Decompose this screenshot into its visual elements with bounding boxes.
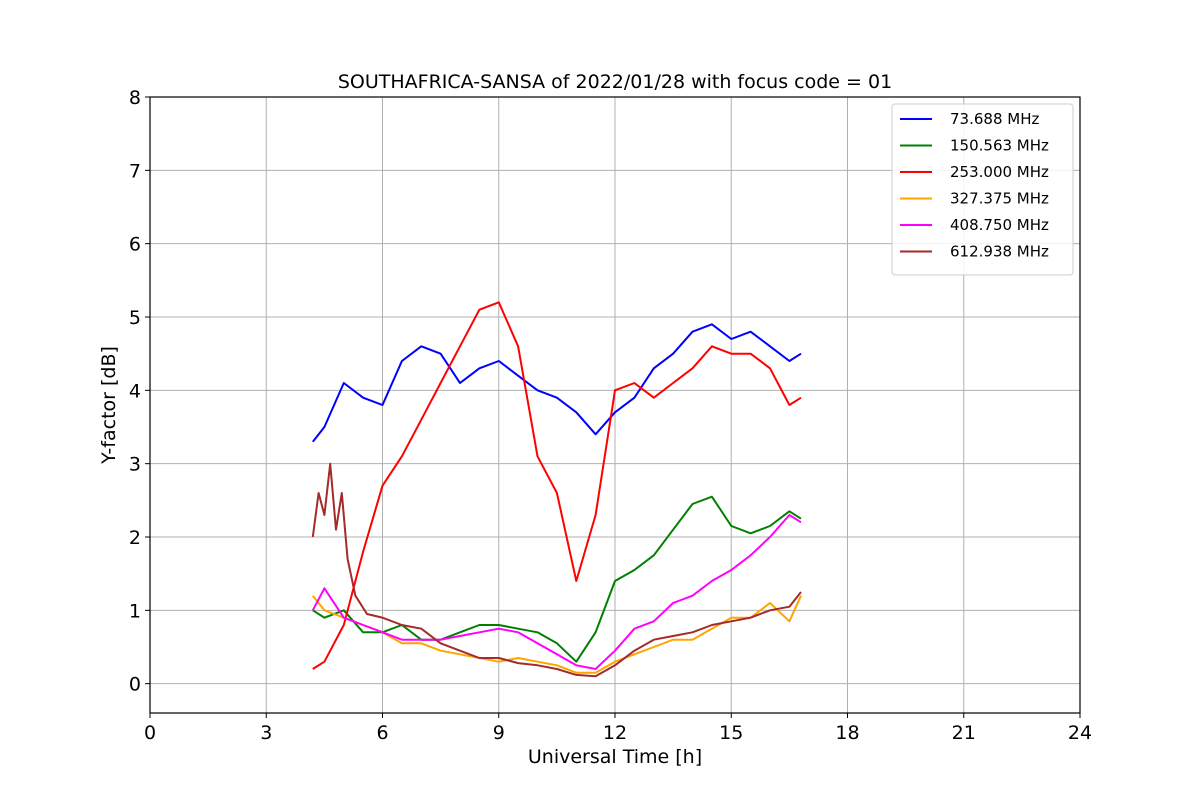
x-tick-label: 24 [1068,722,1092,744]
y-tick-label: 4 [129,380,141,402]
x-tick-label: 9 [493,722,505,744]
legend-entry: 150.563 MHz [950,137,1049,155]
legend-entry: 408.750 MHz [950,216,1049,234]
series-line-0 [312,323,802,443]
legend-box [891,103,1074,276]
chart-title: SOUTHAFRICA-SANSA of 2022/01/28 with foc… [338,71,892,93]
series-line-2 [312,301,802,670]
y-tick-label: 3 [129,454,141,476]
x-tick-label: 12 [603,722,627,744]
series-line-5 [311,462,802,678]
y-tick-label: 8 [129,87,141,109]
x-tick-label: 6 [376,722,388,744]
series-line-3 [312,595,802,674]
x-tick-label: 18 [835,722,859,744]
legend-entry: 612.938 MHz [950,243,1049,261]
plot-area [311,301,802,678]
y-tick-label: 1 [129,600,141,622]
x-tick-label: 0 [144,722,156,744]
legend-entry: 253.000 MHz [950,163,1049,181]
x-tick-label: 3 [260,722,272,744]
legend: 73.688 MHz 150.563 MHz 253.000 MHz 327.375 … [891,103,1074,276]
series-line-4 [311,514,802,670]
x-tick-label: 21 [952,722,976,744]
y-tick-label: 0 [129,674,141,696]
legend-entry: 73.688 MHz [950,110,1039,128]
x-axis: 0 3 6 9 12 15 18 21 24 [144,713,1092,744]
y-axis-label: Y-factor [dB] [98,346,120,465]
y-tick-label: 7 [129,160,141,182]
y-tick-label: 6 [129,234,141,256]
x-axis-label: Universal Time [h] [528,746,702,768]
y-tick-label: 2 [129,527,141,549]
legend-entry: 327.375 MHz [950,190,1049,208]
y-axis: 0 1 2 3 4 5 6 7 8 [129,87,150,696]
x-tick-label: 15 [719,722,743,744]
y-tick-label: 5 [129,307,141,329]
series-line-1 [312,495,802,663]
